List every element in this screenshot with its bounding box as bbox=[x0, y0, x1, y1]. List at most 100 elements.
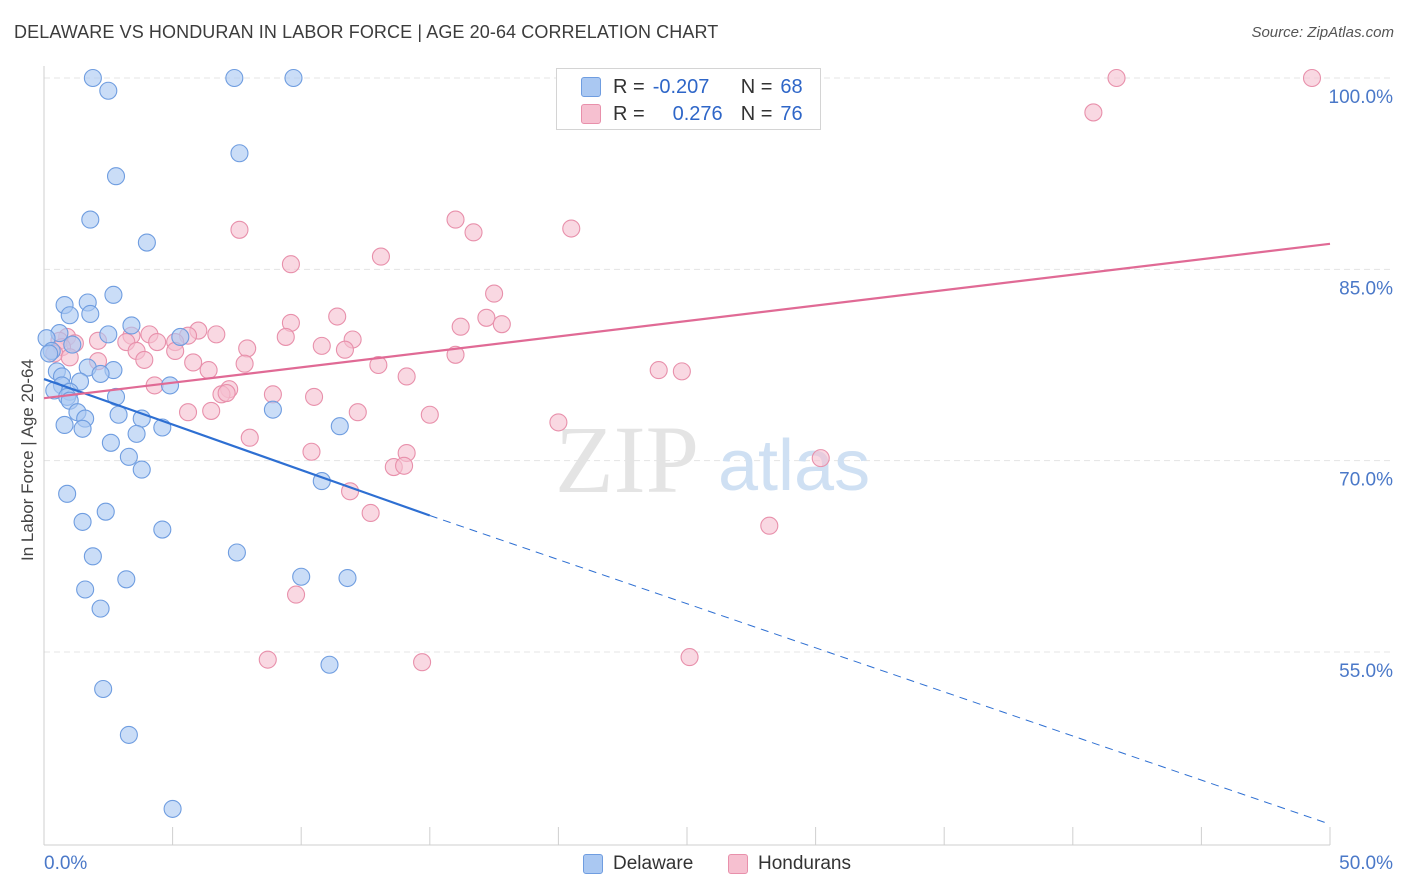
delaware-point bbox=[338, 568, 357, 588]
delaware-swatch bbox=[581, 77, 601, 97]
delaware-point bbox=[119, 447, 138, 466]
hondurans-point bbox=[397, 367, 416, 386]
hondurans-point bbox=[1107, 68, 1126, 88]
hondurans-point bbox=[549, 413, 568, 432]
hondurans-legend-swatch bbox=[728, 854, 748, 874]
delaware-point bbox=[117, 570, 136, 589]
delaware-point bbox=[58, 484, 77, 503]
hondurans-point bbox=[302, 442, 321, 461]
delaware-point bbox=[94, 679, 113, 699]
delaware-point bbox=[225, 68, 244, 88]
delaware-point bbox=[91, 364, 110, 383]
delaware-point bbox=[81, 304, 100, 324]
hondurans-point bbox=[287, 585, 306, 604]
hondurans-point bbox=[413, 653, 432, 672]
hondurans-point bbox=[369, 355, 388, 375]
x-tick-label: 50.0% bbox=[1339, 853, 1393, 874]
delaware-point bbox=[127, 424, 146, 443]
delaware-point bbox=[99, 325, 118, 344]
delaware-point bbox=[76, 580, 95, 599]
hondurans-point bbox=[135, 350, 154, 369]
hondurans-point bbox=[811, 449, 830, 468]
delaware-point bbox=[230, 144, 249, 163]
delaware-point bbox=[137, 233, 156, 252]
delaware-point bbox=[60, 306, 79, 325]
hondurans-point bbox=[305, 387, 324, 406]
hondurans-point bbox=[312, 336, 331, 355]
hondurans-point bbox=[485, 284, 504, 303]
delaware-point bbox=[292, 567, 311, 586]
hondurans-point bbox=[361, 503, 380, 523]
hondurans-point bbox=[258, 650, 277, 669]
hondurans-point bbox=[348, 403, 367, 422]
hondurans-point bbox=[672, 362, 691, 381]
hondurans-point bbox=[464, 223, 483, 242]
hondurans-point bbox=[202, 401, 221, 420]
delaware-n-value: 68 bbox=[780, 75, 803, 98]
hondurans-r-label: R = bbox=[613, 102, 645, 125]
delaware-trend-dashed bbox=[429, 515, 1331, 825]
hondurans-r-value: 0.276 bbox=[672, 102, 723, 125]
trend-lines bbox=[43, 242, 1331, 825]
chart-title: DELAWARE VS HONDURAN IN LABOR FORCE | AG… bbox=[14, 22, 719, 42]
hondurans-point bbox=[263, 385, 282, 404]
delaware-point bbox=[330, 417, 349, 436]
watermark: ZIP atlas bbox=[555, 406, 870, 513]
delaware-point bbox=[160, 376, 180, 395]
hondurans-point bbox=[235, 354, 254, 373]
y-tick-label: 55.0% bbox=[1339, 661, 1393, 682]
hondurans-legend-label: Hondurans bbox=[758, 853, 851, 874]
hondurans-point bbox=[371, 247, 390, 266]
hondurans-point bbox=[1084, 103, 1103, 122]
hondurans-points bbox=[45, 68, 1322, 672]
delaware-point bbox=[284, 68, 303, 88]
hondurans-point bbox=[562, 219, 581, 238]
delaware-points bbox=[37, 68, 357, 818]
hondurans-point bbox=[276, 327, 295, 346]
hondurans-point bbox=[328, 307, 347, 326]
delaware-n-label: N = bbox=[740, 75, 773, 98]
delaware-point bbox=[83, 68, 102, 88]
delaware-legend-swatch bbox=[583, 854, 603, 874]
hondurans-point bbox=[207, 325, 226, 344]
delaware-point bbox=[83, 547, 102, 566]
delaware-point bbox=[106, 167, 126, 186]
delaware-point bbox=[73, 512, 92, 531]
delaware-point bbox=[55, 415, 74, 435]
delaware-point bbox=[81, 210, 100, 229]
hondurans-trend-line bbox=[43, 242, 1331, 400]
hondurans-n-label: N = bbox=[740, 102, 773, 125]
hondurans-point bbox=[184, 353, 203, 372]
correlation-legend: R = -0.207 N = 68 R = 0.276 N = 76 bbox=[556, 68, 821, 130]
hondurans-point bbox=[335, 340, 354, 359]
hondurans-point bbox=[680, 648, 699, 667]
hondurans-point bbox=[1302, 68, 1322, 88]
delaware-point bbox=[163, 799, 182, 818]
delaware-point bbox=[63, 335, 82, 354]
hondurans-point bbox=[238, 339, 257, 358]
delaware-legend-label: Delaware bbox=[613, 853, 694, 874]
delaware-point bbox=[122, 316, 141, 335]
delaware-point bbox=[96, 502, 115, 521]
hondurans-swatch bbox=[581, 104, 601, 124]
delaware-point bbox=[171, 327, 190, 346]
hondurans-point bbox=[446, 345, 465, 364]
hondurans-point bbox=[649, 361, 668, 380]
legend-item-delaware[interactable]: Delaware bbox=[583, 852, 693, 876]
watermark-atlas: atlas bbox=[718, 426, 870, 506]
delaware-point bbox=[153, 520, 172, 539]
hondurans-point bbox=[199, 361, 218, 380]
hondurans-n-value: 76 bbox=[780, 102, 803, 125]
source-label: Source: ZipAtlas.com bbox=[1251, 24, 1394, 41]
delaware-point bbox=[119, 725, 138, 744]
hondurans-point bbox=[477, 308, 496, 327]
delaware-point bbox=[73, 419, 92, 438]
legend-row-hondurans: R = 0.276 N = 76 bbox=[581, 102, 803, 126]
hondurans-point bbox=[148, 332, 167, 352]
delaware-point bbox=[101, 433, 120, 452]
delaware-point bbox=[227, 543, 246, 562]
hondurans-point bbox=[492, 315, 511, 334]
hondurans-point bbox=[230, 220, 249, 239]
legend-item-hondurans[interactable]: Hondurans bbox=[728, 852, 851, 876]
